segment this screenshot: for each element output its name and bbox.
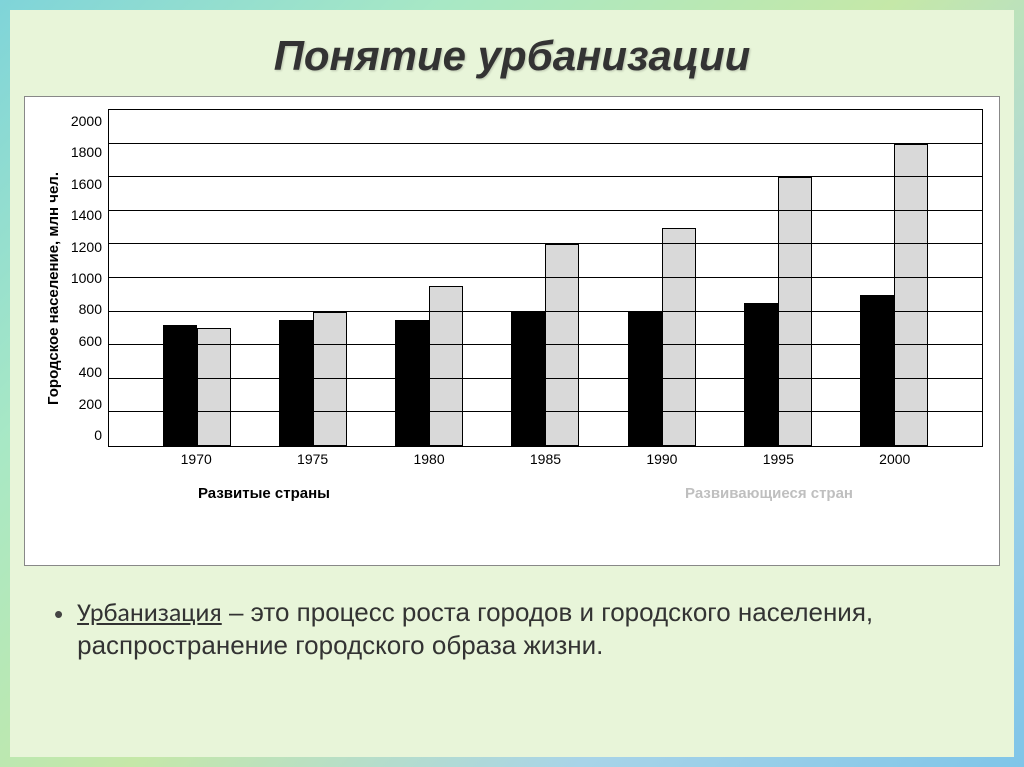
bar-developed [163, 325, 197, 446]
y-tick: 2000 [66, 113, 102, 129]
bar-developed [395, 320, 429, 446]
bar-developed [860, 295, 894, 446]
bar-group [139, 325, 255, 446]
y-tick: 800 [66, 301, 102, 317]
gridline [109, 411, 982, 412]
gridline [109, 344, 982, 345]
y-tick: 1600 [66, 176, 102, 192]
gridline [109, 210, 982, 211]
definition-term: Урбанизация [77, 596, 222, 628]
bar-group [604, 228, 720, 446]
y-axis-ticks: 0 200 400 600 800 1000 1200 1400 1600 1800 2000 [66, 113, 108, 443]
x-axis-ticks: 1970197519801985199019952000 [108, 447, 983, 467]
definition-paragraph: • Урбанизация – это процесс роста городо… [10, 566, 1014, 661]
bars-layer [109, 110, 982, 446]
y-tick: 600 [66, 333, 102, 349]
y-tick: 0 [66, 427, 102, 443]
y-axis-label: Городское население, млн чел. [41, 172, 66, 405]
legend-developed: Развитые страны [198, 485, 330, 502]
x-tick: 1995 [720, 451, 836, 467]
y-tick: 400 [66, 364, 102, 380]
y-tick: 200 [66, 396, 102, 412]
slide: Понятие урбанизации Городское население,… [10, 10, 1014, 757]
gridline [109, 109, 982, 110]
x-tick: 1990 [604, 451, 720, 467]
gridline [109, 176, 982, 177]
gridline [109, 243, 982, 244]
bar-developing [662, 228, 696, 446]
x-tick: 2000 [837, 451, 953, 467]
legend-developing: Развивающиеся стран [685, 485, 853, 502]
x-tick: 1980 [371, 451, 487, 467]
gridline [109, 311, 982, 312]
y-tick: 1400 [66, 207, 102, 223]
bar-developing [894, 144, 928, 446]
gridline [109, 378, 982, 379]
bullet-icon: • [54, 598, 63, 631]
bar-group [836, 144, 952, 446]
bar-developing [545, 244, 579, 446]
y-tick: 1800 [66, 144, 102, 160]
plot-area [108, 109, 983, 447]
bar-developed [279, 320, 313, 446]
y-tick: 1200 [66, 239, 102, 255]
bar-developing [197, 328, 231, 446]
x-tick: 1985 [487, 451, 603, 467]
plot-wrap: 1970197519801985199019952000 Развитые ст… [108, 109, 983, 549]
chart-inner: Городское население, млн чел. 0 200 400 600… [41, 109, 983, 549]
chart-legend: Развитые страны Развивающиеся стран [108, 467, 983, 512]
bar-developed [744, 303, 778, 446]
y-tick: 1000 [66, 270, 102, 286]
gridline [109, 143, 982, 144]
bar-group [487, 244, 603, 446]
x-tick: 1970 [138, 451, 254, 467]
slide-title: Понятие урбанизации [10, 10, 1014, 96]
definition-text: Урбанизация – это процесс роста городов … [77, 596, 970, 661]
x-tick: 1975 [254, 451, 370, 467]
chart-container: Городское население, млн чел. 0 200 400 600… [24, 96, 1000, 566]
gridline [109, 277, 982, 278]
